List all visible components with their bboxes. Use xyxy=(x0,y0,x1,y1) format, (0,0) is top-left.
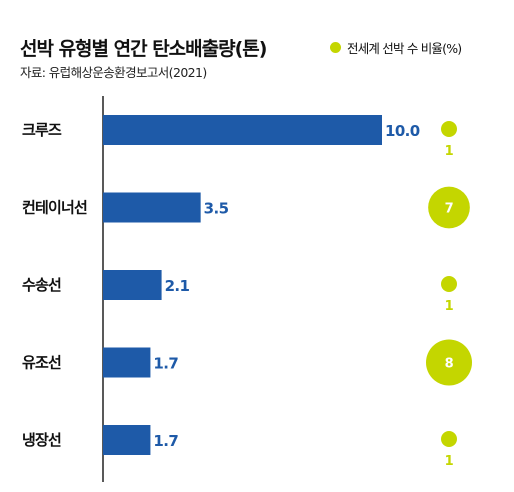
share-bubble xyxy=(441,431,457,447)
share-bubble xyxy=(426,339,472,386)
category-label: 컨테이너선 xyxy=(22,199,87,217)
legend-dot-icon xyxy=(330,42,341,53)
emission-value-label: 1.7 xyxy=(153,355,178,373)
share-value-label: 1 xyxy=(445,299,454,314)
emission-value-label: 2.1 xyxy=(165,277,190,295)
share-value-label: 1 xyxy=(445,454,454,469)
emission-value-label: 10.0 xyxy=(385,122,420,140)
emission-bar xyxy=(103,115,382,145)
emission-bar xyxy=(103,192,201,223)
chart-title: 선박 유형별 연간 탄소배출량(톤) xyxy=(20,38,267,60)
share-value-label: 8 xyxy=(445,357,454,372)
emission-value-label: 1.7 xyxy=(153,432,178,450)
emission-bar xyxy=(103,270,162,300)
emission-value-label: 3.5 xyxy=(204,200,229,218)
category-label: 크루즈 xyxy=(22,121,62,139)
share-bubble xyxy=(428,186,470,229)
category-label: 수송선 xyxy=(22,276,61,294)
category-label: 냉장선 xyxy=(22,431,61,449)
share-value-label: 1 xyxy=(445,144,454,159)
emission-bar xyxy=(103,347,151,378)
source-note: 자료: 유럽해상운송환경보고서(2021) xyxy=(20,65,207,80)
emission-bar xyxy=(103,425,151,455)
share-value-label: 7 xyxy=(445,202,454,217)
share-bubble xyxy=(441,121,457,137)
legend: 전세계 선박 수 비율(%) xyxy=(330,38,462,57)
legend-label: 전세계 선박 수 비율(%) xyxy=(347,41,462,56)
category-label: 유조선 xyxy=(22,354,61,372)
share-bubble xyxy=(441,276,457,292)
